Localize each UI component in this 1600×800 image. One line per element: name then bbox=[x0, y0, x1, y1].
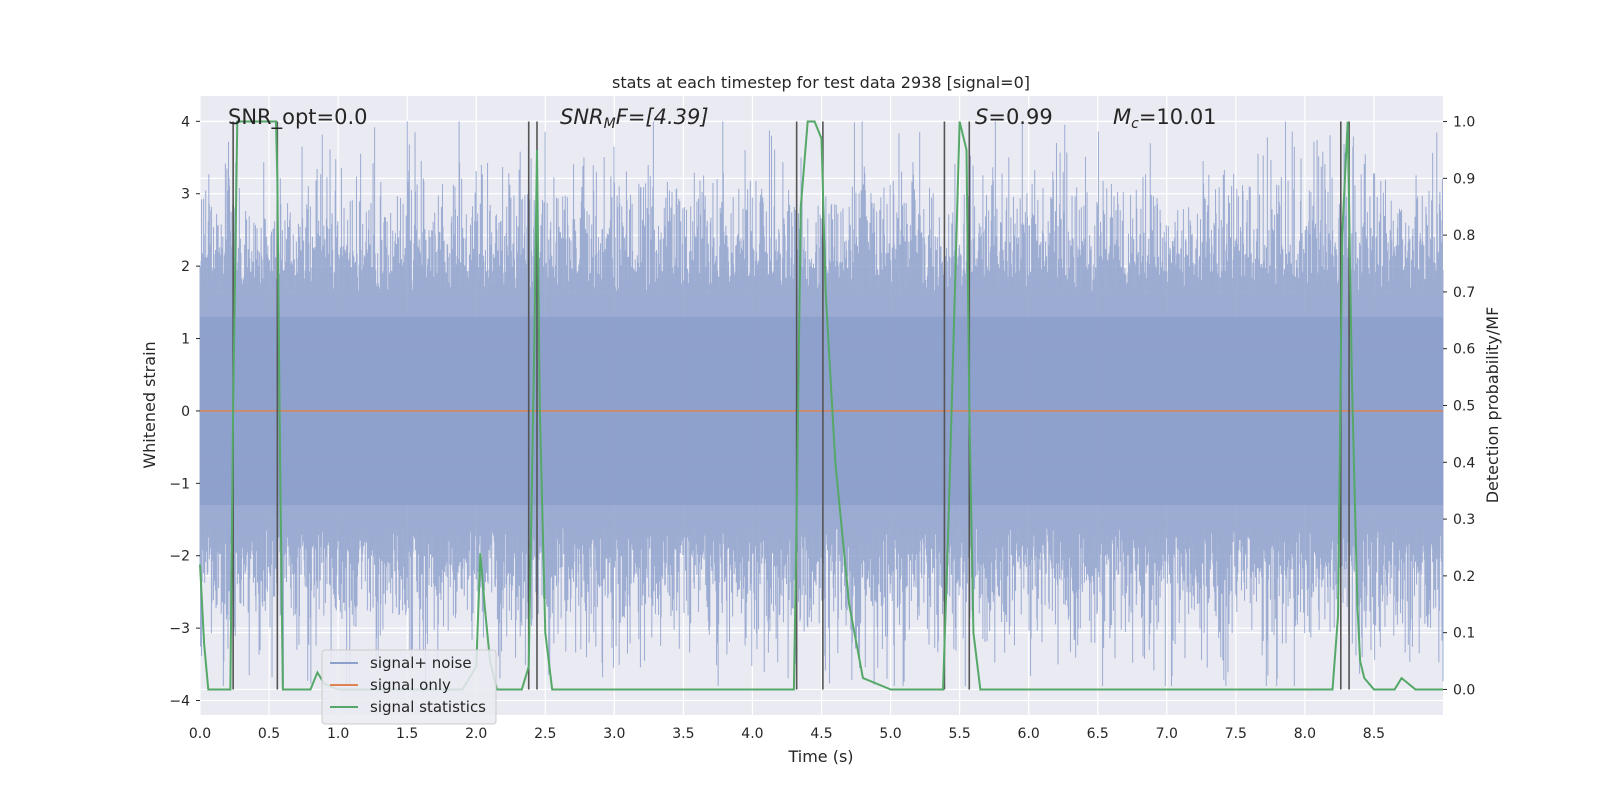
y-right-tick-label: 0.5 bbox=[1453, 399, 1475, 415]
x-tick-label: 6.5 bbox=[1087, 726, 1109, 742]
y-right-tick-label: 0.2 bbox=[1453, 569, 1475, 585]
y-right-tick-label: 0.8 bbox=[1453, 228, 1475, 244]
y-tick-label: −4 bbox=[169, 694, 190, 710]
x-tick-label: 7.0 bbox=[1156, 726, 1178, 742]
x-tick-label: 4.0 bbox=[741, 726, 763, 742]
y-tick-label: 1 bbox=[181, 332, 190, 348]
x-tick-label: 0.5 bbox=[258, 726, 280, 742]
y-right-tick-labels: 1.0 0.9 0.8 0.7 0.6 0.5 0.4 0.3 0.2 0.1 0.0 bbox=[1443, 115, 1475, 698]
y-tick-label: −1 bbox=[169, 476, 190, 492]
y-right-tick-label: 0.4 bbox=[1453, 455, 1475, 471]
annotation-s: S=0.99 bbox=[975, 105, 1053, 129]
x-tick-label: 5.0 bbox=[879, 726, 901, 742]
chart-title: stats at each timestep for test data 293… bbox=[612, 73, 1030, 92]
y-right-tick-label: 0.3 bbox=[1453, 512, 1475, 528]
y-right-tick-label: 0.7 bbox=[1453, 285, 1475, 301]
y-right-tick-label: 0.6 bbox=[1453, 342, 1475, 358]
y-right-axis-label: Detection probability/MF bbox=[1483, 307, 1502, 504]
x-tick-label: 0.0 bbox=[189, 726, 211, 742]
x-tick-label: 1.0 bbox=[327, 726, 349, 742]
x-axis-label: Time (s) bbox=[787, 747, 853, 766]
y-tick-label: −2 bbox=[169, 549, 190, 565]
x-tick-label: 8.5 bbox=[1363, 726, 1385, 742]
x-tick-label: 1.5 bbox=[396, 726, 418, 742]
y-tick-label: 4 bbox=[181, 114, 190, 130]
x-tick-labels: 0.0 0.5 1.0 1.5 2.0 2.5 3.0 3.5 4.0 4.5 5.0 5.5 6.0 6… bbox=[189, 726, 1385, 742]
y-right-tick-label: 1.0 bbox=[1453, 115, 1475, 131]
x-tick-label: 2.5 bbox=[534, 726, 556, 742]
y-right-tick-label: 0.0 bbox=[1453, 682, 1475, 698]
x-tick-label: 3.0 bbox=[603, 726, 625, 742]
annotation-snr-opt: SNR_opt=0.0 bbox=[228, 105, 368, 130]
y-axis-label: Whitened strain bbox=[140, 341, 159, 468]
x-tick-label: 3.5 bbox=[672, 726, 694, 742]
y-tick-label: 3 bbox=[181, 187, 190, 203]
y-tick-label: −3 bbox=[169, 621, 190, 637]
legend-box bbox=[321, 649, 497, 725]
y-tick-label: 2 bbox=[181, 259, 190, 275]
x-tick-label: 2.0 bbox=[465, 726, 487, 742]
y-right-tick-label: 0.9 bbox=[1453, 171, 1475, 187]
annotation-snr-mf: SNRMF=[4.39] bbox=[560, 105, 709, 132]
legend: signal+ noise signal only signal statist… bbox=[321, 649, 497, 725]
x-tick-label: 6.0 bbox=[1018, 726, 1040, 742]
x-tick-label: 5.5 bbox=[948, 726, 970, 742]
x-tick-label: 4.5 bbox=[810, 726, 832, 742]
annotation-mc: Mc=10.01 bbox=[1113, 105, 1217, 132]
signal-statistics-line bbox=[199, 120, 1443, 691]
legend-label-signal-only: signal only bbox=[370, 676, 451, 694]
x-tick-label: 7.5 bbox=[1225, 726, 1247, 742]
legend-label-statistics: signal statistics bbox=[370, 698, 486, 716]
y-tick-labels: 4 3 2 1 0 −1 −2 −3 −4 bbox=[169, 114, 200, 710]
y-tick-label: 0 bbox=[181, 404, 190, 420]
x-tick-label: 8.0 bbox=[1294, 726, 1316, 742]
legend-label-noise: signal+ noise bbox=[370, 654, 472, 672]
y-right-tick-label: 0.1 bbox=[1453, 626, 1475, 642]
